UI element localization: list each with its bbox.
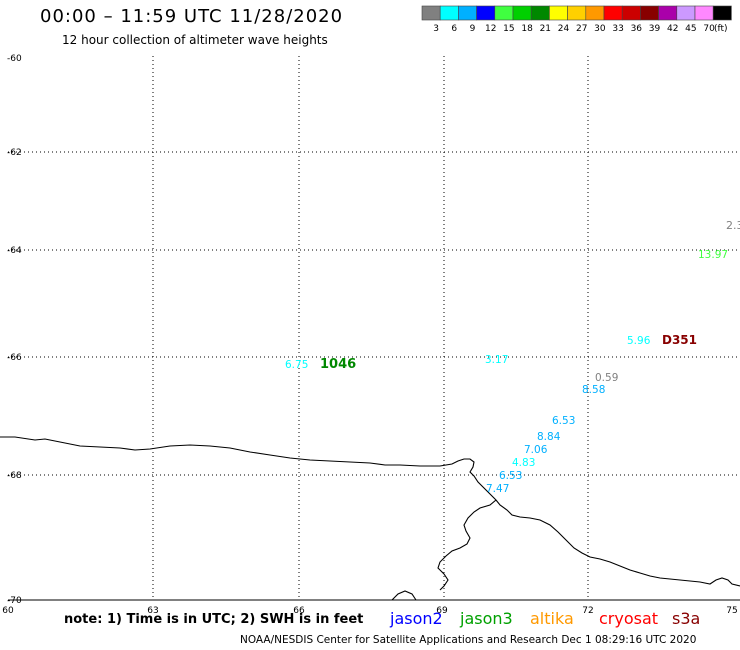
- legend-tick-label: 15: [503, 24, 514, 34]
- satellite-cryosat-label: cryosat: [599, 609, 659, 628]
- latitude-label: -60: [7, 54, 22, 64]
- map-subtitle: 12 hour collection of altimeter wave hei…: [62, 33, 328, 47]
- latitude-label: -70: [7, 596, 22, 606]
- legend-tick-label: 33: [612, 24, 623, 34]
- longitude-label: 60: [2, 606, 14, 616]
- satellite-jason2-label: jason2: [390, 609, 443, 628]
- antarctic-coastline: [0, 436, 740, 587]
- wave-height-observation: 8.58: [582, 384, 605, 396]
- legend-tick-label: 36: [631, 24, 643, 34]
- wave-height-observation: 3.17: [485, 354, 508, 366]
- legend-unit-label: (ft): [714, 24, 728, 34]
- legend-tick-label: 21: [540, 24, 551, 34]
- wave-height-observation: 0.59: [595, 372, 618, 384]
- wave-height-observation: 2.3: [726, 219, 740, 232]
- latitude-label: -68: [7, 471, 22, 481]
- legend-swatch: [712, 5, 732, 21]
- legend-tick-label: 18: [521, 24, 533, 34]
- legend-tick-label: 39: [649, 24, 661, 34]
- coastline-fragment: [391, 590, 417, 601]
- wave-height-observation: 1046: [320, 357, 356, 372]
- legend-tick-label: 30: [594, 24, 606, 34]
- credit-line: NOAA/NESDIS Center for Satellite Applica…: [240, 634, 697, 646]
- wave-height-observation: 7.06: [524, 444, 548, 456]
- wave-height-observation: 4.83: [512, 457, 535, 469]
- units-note: note: 1) Time is in UTC; 2) SWH is in fe…: [64, 612, 364, 627]
- legend-tick-label: 70: [703, 24, 715, 34]
- legend-tick-label: 42: [667, 24, 678, 34]
- wave-height-observation: 5.96: [627, 335, 651, 347]
- legend-tick-label: 24: [558, 24, 570, 34]
- satellite-s3a-label: s3a: [672, 609, 701, 628]
- longitude-label: 66: [293, 606, 305, 616]
- wave-height-observation: 7.47: [486, 483, 509, 495]
- satellite-altika-label: altika: [530, 609, 574, 628]
- wave-height-observation: 8.84: [537, 431, 561, 443]
- wave-height-observation: 6.53: [552, 415, 575, 427]
- latitude-label: -62: [7, 148, 22, 158]
- wave-height-observation: 6.53: [499, 470, 522, 482]
- longitude-label: 72: [582, 606, 593, 616]
- legend-tick-label: 3: [433, 24, 439, 34]
- legend-tick-label: 6: [451, 24, 457, 34]
- longitude-label: 63: [147, 606, 158, 616]
- wave-height-observation: 6.75: [285, 359, 308, 371]
- map-title: 00:00 – 11:59 UTC 11/28/2020: [40, 6, 344, 27]
- longitude-label: 69: [436, 606, 448, 616]
- satellite-jason3-label: jason3: [460, 609, 513, 628]
- longitude-label: 75: [726, 606, 737, 616]
- wave-height-observation: 13.97: [698, 249, 728, 261]
- coastline-inlet: [437, 499, 497, 591]
- latitude-label: -66: [7, 353, 22, 363]
- latitude-label: -64: [7, 246, 22, 256]
- legend-tick-label: 12: [485, 24, 496, 34]
- color-scale-legend: 3 6 9 12 15 18 21 24 27 30 33 36 39 42 45 70 (ft): [421, 5, 732, 34]
- legend-tick-label: 27: [576, 24, 587, 34]
- wave-height-observation: D351: [662, 333, 697, 347]
- legend-tick-label: 45: [685, 24, 696, 34]
- legend-tick-label: 9: [470, 24, 476, 34]
